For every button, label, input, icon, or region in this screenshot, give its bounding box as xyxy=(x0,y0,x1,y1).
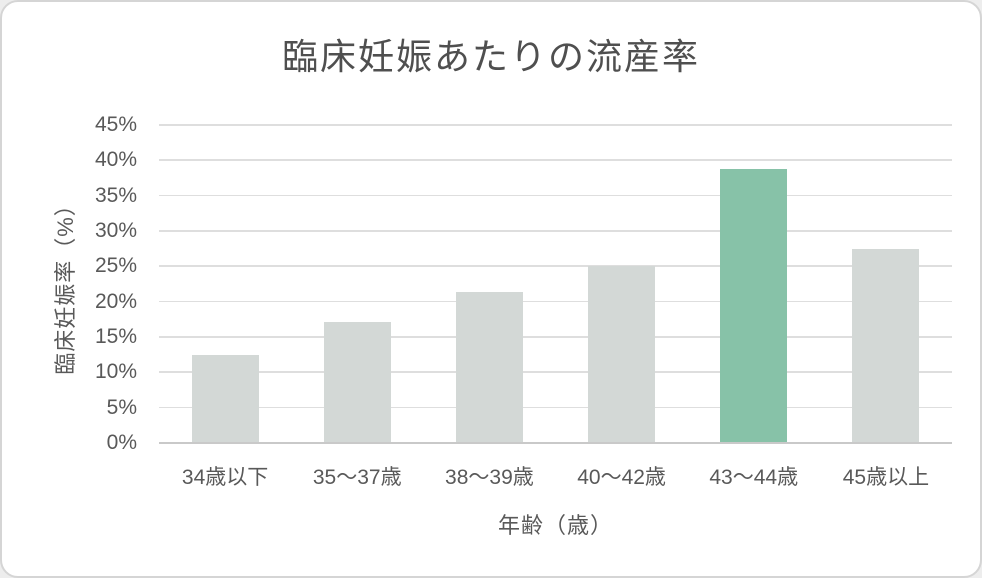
y-tick-label-15: 15% xyxy=(94,325,137,348)
plot-area xyxy=(159,124,952,444)
gridline-5 xyxy=(159,406,952,409)
gridline-40 xyxy=(159,159,952,161)
gridline-10 xyxy=(159,371,952,373)
bar-43〜44歳 xyxy=(720,168,788,443)
y-tick-label-35: 35% xyxy=(94,183,137,207)
gridline-30 xyxy=(159,230,952,232)
y-tick-label-40: 40% xyxy=(94,148,137,172)
x-axis-title: 年齢（歳） xyxy=(497,513,613,538)
bar-35〜37歳 xyxy=(323,322,391,443)
y-tick-label-25: 25% xyxy=(94,254,137,278)
x-category-label-35〜37歳: 35〜37歳 xyxy=(312,466,402,489)
y-tick-label-5: 5% xyxy=(106,395,137,419)
chart-title: 臨床妊娠あたりの流産率 xyxy=(281,36,700,77)
gridline-35 xyxy=(159,194,952,197)
y-tick-label-0: 0% xyxy=(106,431,137,454)
gridline-25 xyxy=(159,265,952,267)
gridline-45 xyxy=(159,124,952,126)
x-category-label-45歳以上: 45歳以上 xyxy=(842,466,930,489)
x-category-label-34歳以下: 34歳以下 xyxy=(181,466,269,489)
x-axis-line xyxy=(159,442,952,444)
gridline-20 xyxy=(159,300,952,303)
gridline-15 xyxy=(159,336,952,338)
y-tick-label-20: 20% xyxy=(94,289,137,313)
x-category-label-43〜44歳: 43〜44歳 xyxy=(709,466,799,489)
bar-45歳以上 xyxy=(852,248,920,443)
y-tick-label-30: 30% xyxy=(94,219,137,242)
y-tick-label-10: 10% xyxy=(94,360,137,384)
x-category-label-40〜42歳: 40〜42歳 xyxy=(577,466,666,489)
bar-38〜39歳 xyxy=(455,292,523,443)
y-tick-label-45: 45% xyxy=(94,113,137,136)
x-category-label-38〜39歳: 38〜39歳 xyxy=(445,466,534,489)
bar-34歳以下 xyxy=(191,354,259,443)
bar-40〜42歳 xyxy=(588,266,656,443)
